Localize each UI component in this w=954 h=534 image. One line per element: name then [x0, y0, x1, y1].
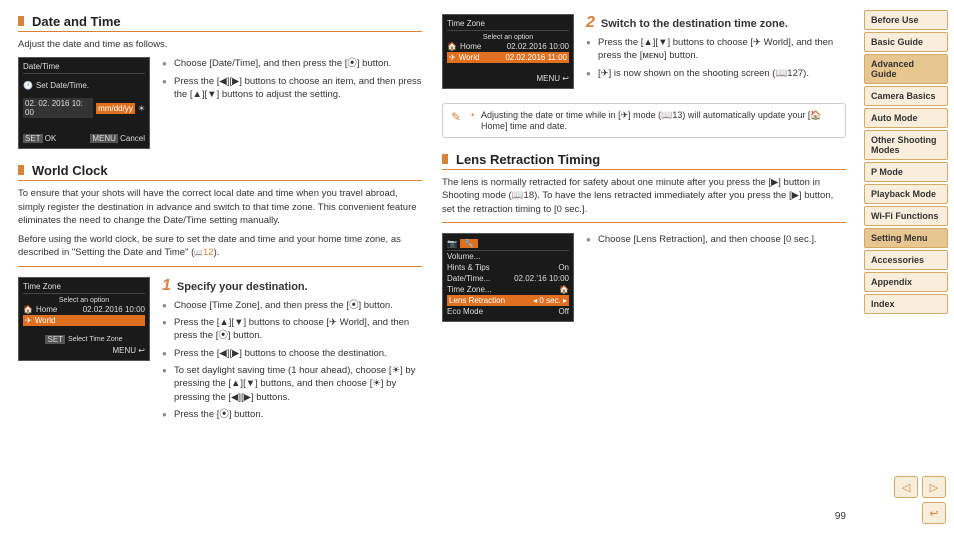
- section-lens-retraction: Lens Retraction Timing: [442, 152, 846, 170]
- nav-index[interactable]: Index: [864, 294, 948, 314]
- sidebar-nav: Before Use Basic Guide Advanced Guide Ca…: [864, 0, 954, 534]
- nav-accessories[interactable]: Accessories: [864, 250, 948, 270]
- page-number: 99: [835, 511, 846, 522]
- step-1-head: 1 Specify your destination.: [162, 277, 422, 295]
- step-number: 2: [586, 14, 595, 32]
- nav-wifi[interactable]: Wi-Fi Functions: [864, 206, 948, 226]
- nav-other-modes[interactable]: Other Shooting Modes: [864, 130, 948, 160]
- nav-playback[interactable]: Playback Mode: [864, 184, 948, 204]
- nav-camera-basics[interactable]: Camera Basics: [864, 86, 948, 106]
- bullet-list: Press the [▲][▼] buttons to choose [✈ Wo…: [586, 36, 846, 80]
- nav-setting-menu[interactable]: Setting Menu: [864, 228, 948, 248]
- lcd-date-time: Date/Time 🕐Set Date/Time. 02. 02. 2016 1…: [18, 57, 150, 149]
- bullet-list: Choose [Time Zone], and then press the […: [162, 299, 422, 421]
- note-box: Adjusting the date or time while in [✈] …: [442, 103, 846, 138]
- step-2-head: 2 Switch to the destination time zone.: [586, 14, 846, 32]
- heading: Date and Time: [32, 14, 422, 29]
- nav-advanced-guide[interactable]: Advanced Guide: [864, 54, 948, 84]
- lcd-menu: 📷 🔧 Volume... Hints & TipsOn Date/Time..…: [442, 233, 574, 322]
- nav-p-mode[interactable]: P Mode: [864, 162, 948, 182]
- step-title: Specify your destination.: [177, 281, 308, 293]
- body-text: To ensure that your shots will have the …: [18, 187, 422, 227]
- bullet-list: Choose [Date/Time], and then press the […: [162, 57, 422, 149]
- intro-text: Adjust the date and time as follows.: [18, 38, 422, 51]
- nav-auto-mode[interactable]: Auto Mode: [864, 108, 948, 128]
- next-page-button[interactable]: ▷: [922, 476, 946, 498]
- heading: Lens Retraction Timing: [456, 152, 846, 167]
- back-button[interactable]: ↩: [922, 502, 946, 524]
- nav-before-use[interactable]: Before Use: [864, 10, 948, 30]
- section-date-time: Date and Time: [18, 14, 422, 32]
- prev-page-button[interactable]: ◁: [894, 476, 918, 498]
- nav-basic-guide[interactable]: Basic Guide: [864, 32, 948, 52]
- step-title: Switch to the destination time zone.: [601, 18, 788, 30]
- heading: World Clock: [32, 163, 422, 178]
- lcd-time-zone-2: Time Zone Select an option 🏠 Home 02.02.…: [442, 14, 574, 89]
- nav-appendix[interactable]: Appendix: [864, 272, 948, 292]
- bullet-list: Choose [Lens Retraction], and then choos…: [586, 233, 846, 322]
- section-world-clock: World Clock: [18, 163, 422, 181]
- lcd-time-zone: Time Zone Select an option 🏠 Home 02.02.…: [18, 277, 150, 361]
- body-text: The lens is normally retracted for safet…: [442, 176, 846, 216]
- body-text: Before using the world clock, be sure to…: [18, 233, 422, 260]
- step-number: 1: [162, 277, 171, 295]
